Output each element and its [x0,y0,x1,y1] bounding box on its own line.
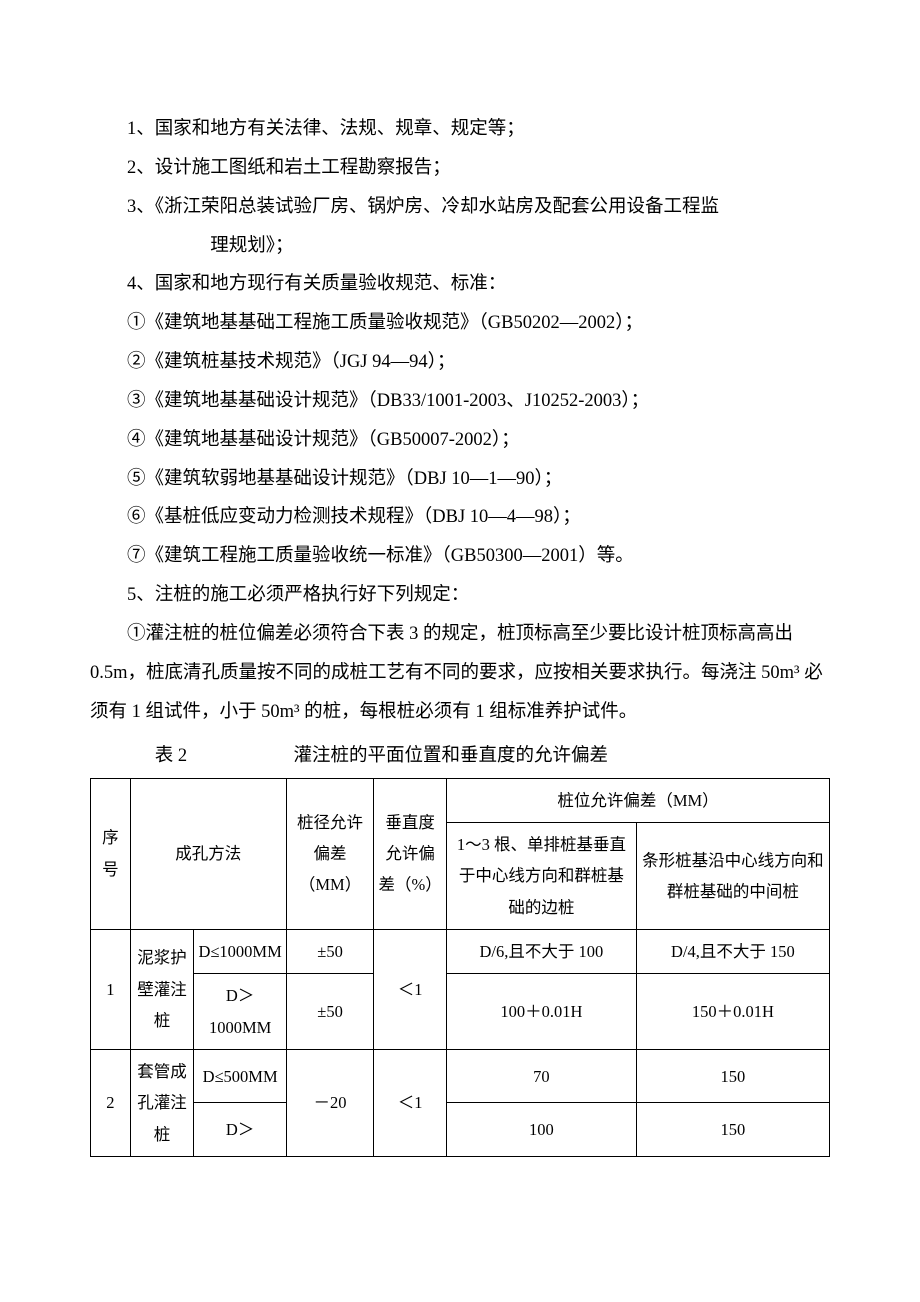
cell-dev1: D/6,且不大于 100 [447,929,637,973]
list-item-2: 2、设计施工图纸和岩土工程勘察报告； [127,149,830,188]
table-caption: 灌注桩的平面位置和垂直度的允许偏差 [294,737,609,776]
cell-dev1: 100＋0.01H [447,974,637,1050]
spec-item-2: ②《建筑桩基技术规范》（JGJ 94—94）； [90,343,830,382]
cell-sub: D≤1000MM [194,929,286,973]
cell-seq: 1 [91,929,131,1049]
cell-dia: ±50 [286,929,374,973]
list-item-5: 5、注桩的施工必须严格执行好下列规定： [127,576,830,615]
cell-method: 泥浆护壁灌注桩 [130,929,194,1049]
cell-dev1: 100 [447,1103,637,1157]
cell-dev2: D/4,且不大于 150 [636,929,829,973]
table-row: 2 套管成孔灌注桩 D≤500MM －20 ＜1 70 150 [91,1049,830,1103]
table-row: D＞1000MM ±50 100＋0.01H 150＋0.01H [91,974,830,1050]
list-item-3-line2: 理规划》； [127,227,830,266]
table-row: D＞ 100 150 [91,1103,830,1157]
spec-item-6: ⑥《基桩低应变动力检测技术规程》（DBJ 10—4—98）； [90,498,830,537]
tolerance-table: 序号 成孔方法 桩径允许偏差（MM） 垂直度允许偏差（%） 桩位允许偏差（MM）… [90,778,830,1157]
spec-item-7: ⑦《建筑工程施工质量验收统一标准》（GB50300—2001）等。 [90,537,830,576]
cell-seq: 2 [91,1049,131,1156]
list-item-4: 4、国家和地方现行有关质量验收规范、标准： [127,265,830,304]
cell-vert: ＜1 [374,1049,447,1156]
spec-item-1: ①《建筑地基基础工程施工质量验收规范》（GB50202—2002）； [90,304,830,343]
paragraph-requirement: ①灌注桩的桩位偏差必须符合下表 3 的规定，桩顶标高至少要比设计桩顶标高高出 0… [90,615,830,732]
th-verticality: 垂直度允许偏差（%） [374,778,447,929]
spec-item-5: ⑤《建筑软弱地基基础设计规范》（DBJ 10—1—90）； [90,460,830,499]
table-row: 1 泥浆护壁灌注桩 D≤1000MM ±50 ＜1 D/6,且不大于 100 D… [91,929,830,973]
th-deviation-group: 桩位允许偏差（MM） [447,778,830,822]
table-header-row-1: 序号 成孔方法 桩径允许偏差（MM） 垂直度允许偏差（%） 桩位允许偏差（MM） [91,778,830,822]
cell-method: 套管成孔灌注桩 [130,1049,194,1156]
th-method: 成孔方法 [130,778,286,929]
table-number: 表 2 [155,737,187,776]
cell-dev2: 150 [636,1103,829,1157]
cell-sub: D≤500MM [194,1049,286,1103]
th-dev-1: 1～3 根、单排桩基垂直于中心线方向和群桩基础的边桩 [447,822,637,929]
spec-item-4: ④《建筑地基基础设计规范》（GB50007-2002）； [90,421,830,460]
th-diameter: 桩径允许偏差（MM） [286,778,374,929]
cell-dia: －20 [286,1049,374,1156]
list-item-1: 1、国家和地方有关法律、法规、规章、规定等； [127,110,830,149]
cell-dev1: 70 [447,1049,637,1103]
cell-dev2: 150 [636,1049,829,1103]
spec-item-3: ③《建筑地基基础设计规范》（DB33/1001-2003、J10252-2003… [90,382,830,421]
document-page: 1、国家和地方有关法律、法规、规章、规定等； 2、设计施工图纸和岩土工程勘察报告… [0,0,920,1302]
list-item-3-line1: 3、《浙江荣阳总装试验厂房、锅炉房、冷却水站房及配套公用设备工程监 [127,188,830,227]
cell-vert: ＜1 [374,929,447,1049]
cell-dia: ±50 [286,974,374,1050]
cell-sub: D＞ [194,1103,286,1157]
cell-sub: D＞1000MM [194,974,286,1050]
th-seq: 序号 [91,778,131,929]
cell-dev2: 150＋0.01H [636,974,829,1050]
th-dev-2: 条形桩基沿中心线方向和群桩基础的中间桩 [636,822,829,929]
table-title: 表 2 灌注桩的平面位置和垂直度的允许偏差 [90,737,830,776]
